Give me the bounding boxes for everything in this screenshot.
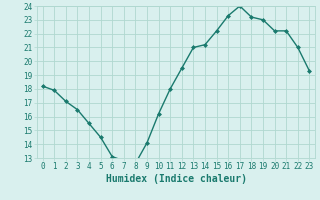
X-axis label: Humidex (Indice chaleur): Humidex (Indice chaleur) (106, 174, 246, 184)
